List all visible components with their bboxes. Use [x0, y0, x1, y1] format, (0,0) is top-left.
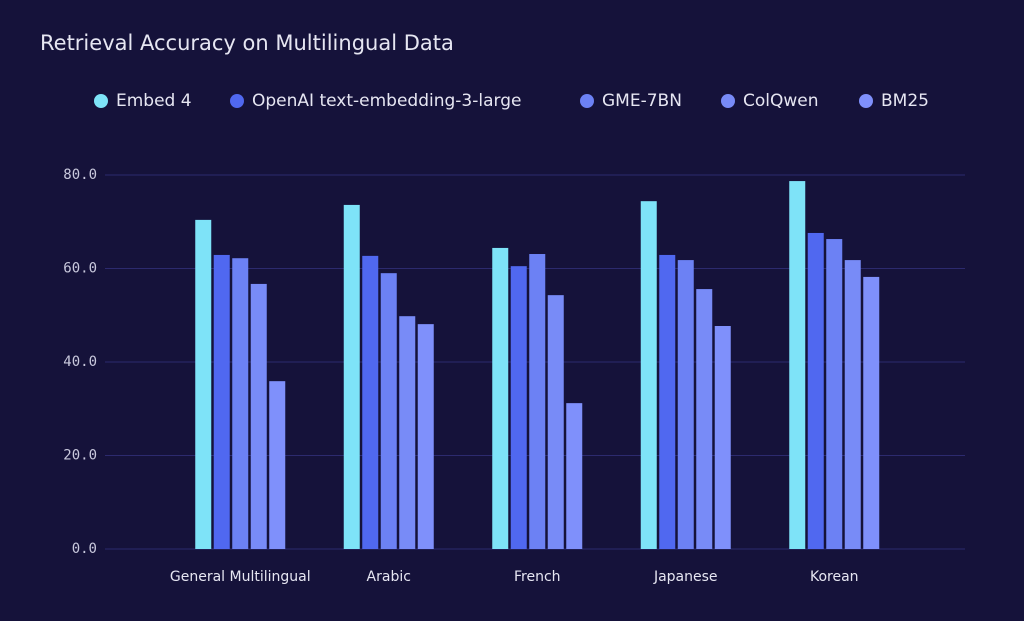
bar	[863, 276, 880, 549]
y-tick-label: 20.0	[63, 448, 97, 464]
bar	[213, 254, 230, 549]
x-tick-label: French	[514, 569, 561, 585]
bar	[807, 232, 824, 549]
legend-marker	[859, 94, 873, 108]
bar	[269, 381, 286, 549]
bar	[250, 283, 267, 549]
bar	[659, 254, 676, 549]
bar	[362, 255, 379, 549]
bar	[547, 295, 564, 549]
bar	[789, 181, 806, 549]
legend-label: OpenAI text-embedding-3-large	[252, 91, 521, 111]
legend-marker	[580, 94, 594, 108]
bar	[714, 326, 731, 549]
x-tick-label: Japanese	[653, 569, 718, 585]
legend-label: Embed 4	[116, 91, 192, 111]
bar	[640, 201, 657, 549]
legend-label: ColQwen	[743, 91, 819, 111]
bar	[529, 254, 546, 549]
legend-label: BM25	[881, 91, 929, 111]
bar	[510, 266, 527, 549]
y-tick-label: 60.0	[63, 261, 97, 277]
bar	[232, 258, 249, 549]
y-tick-label: 40.0	[63, 354, 97, 370]
x-tick-label: Arabic	[367, 569, 411, 585]
bar	[380, 273, 397, 549]
bar	[566, 403, 583, 549]
bar	[417, 324, 434, 549]
legend-marker	[94, 94, 108, 108]
bar	[826, 239, 843, 550]
bar	[492, 247, 509, 549]
bar	[677, 260, 694, 549]
legend-marker	[230, 94, 244, 108]
bar	[195, 219, 212, 549]
x-tick-label: General Multilingual	[170, 569, 311, 585]
chart-title: Retrieval Accuracy on Multilingual Data	[40, 31, 454, 55]
legend-label: GME-7BN	[602, 91, 682, 111]
x-tick-label: Korean	[810, 569, 859, 585]
bar	[399, 316, 416, 549]
bar	[844, 260, 861, 549]
bar	[696, 289, 713, 549]
y-tick-label: 0.0	[72, 541, 97, 557]
bar	[343, 204, 360, 550]
legend-marker	[721, 94, 735, 108]
y-tick-label: 80.0	[63, 167, 97, 183]
